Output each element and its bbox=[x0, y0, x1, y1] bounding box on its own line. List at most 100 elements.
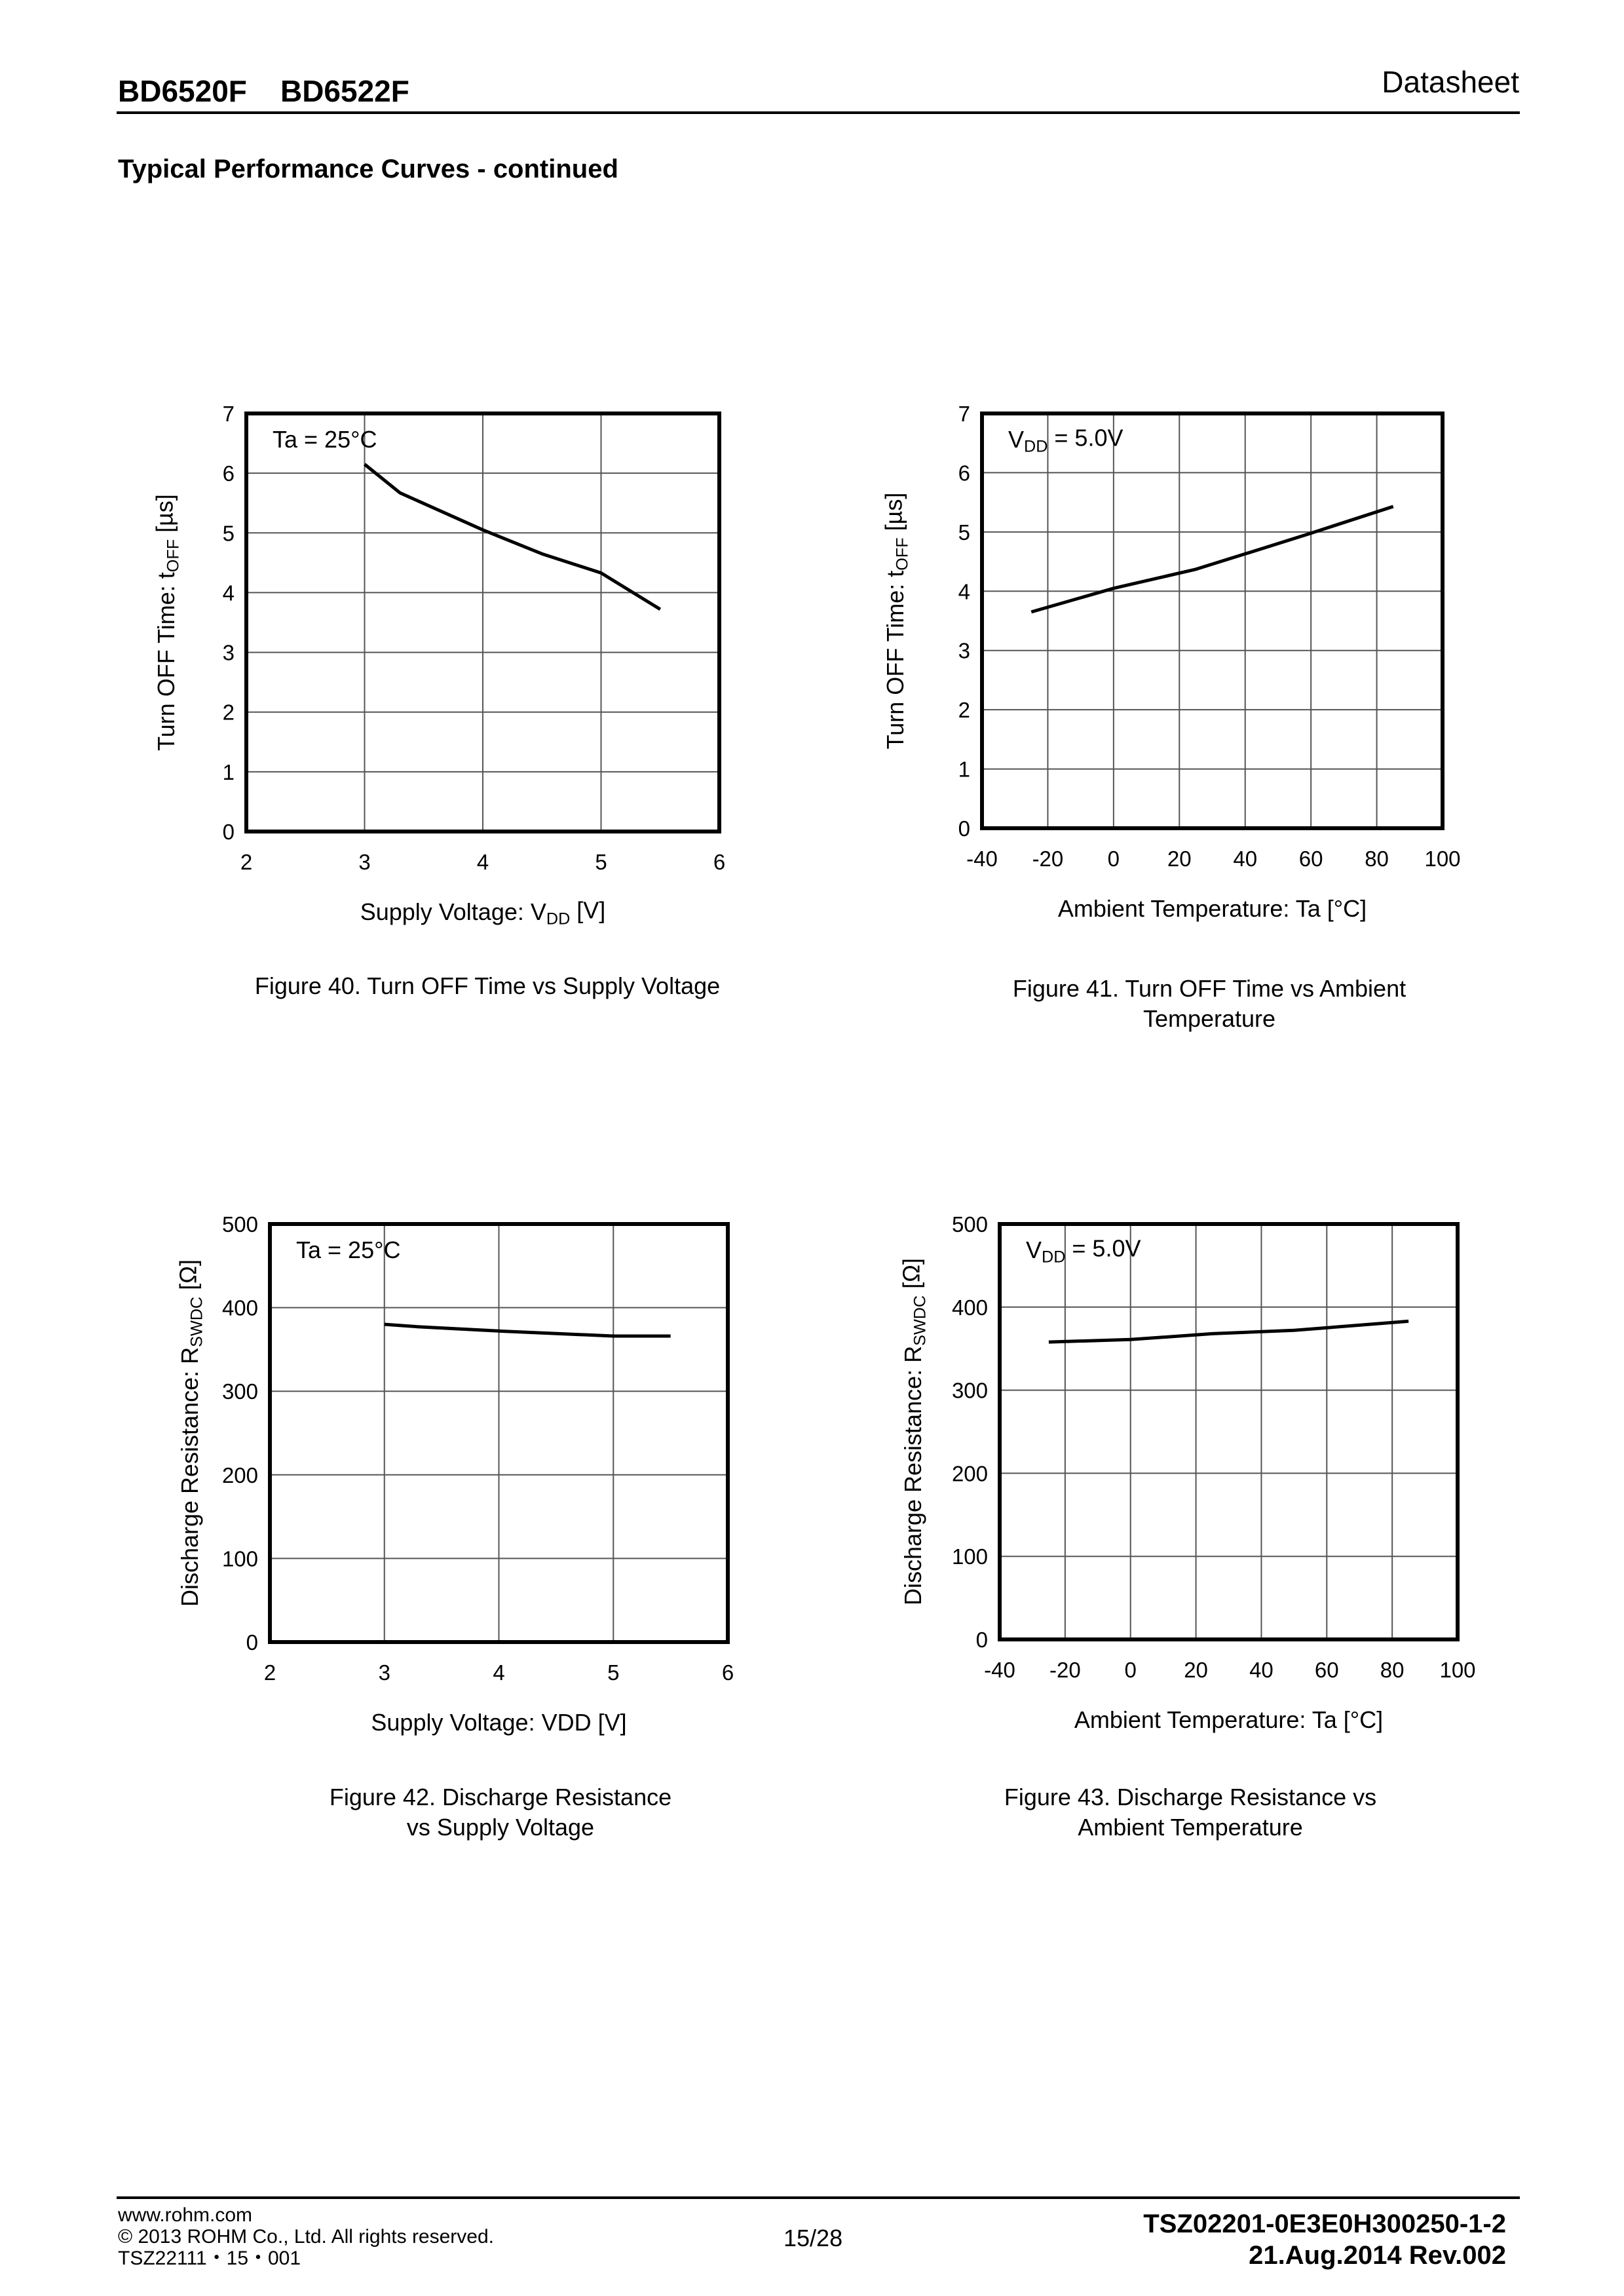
y-tick-label: 4 bbox=[958, 579, 970, 603]
y-tick-label: 3 bbox=[223, 641, 235, 665]
chart-figure-42: 2 3 4 5 6 0 100 200 300 400 500 Ta = 25°C Supply Vol… bbox=[174, 1212, 734, 1736]
x-tick-label: 4 bbox=[477, 850, 489, 874]
series-line bbox=[1030, 505, 1394, 614]
plot-frame bbox=[998, 1222, 1460, 1641]
y-tick-label: 4 bbox=[223, 581, 235, 605]
x-axis-title: Ambient Temperature: Ta [°C] bbox=[1058, 895, 1367, 922]
footer-copyright: © 2013 ROHM Co., Ltd. All rights reserve… bbox=[118, 2226, 494, 2248]
document-title: BD6520F BD6522F bbox=[118, 74, 409, 108]
caption-line: Figure 43. Discharge Resistance vs bbox=[1004, 1784, 1377, 1810]
x-tick-label: 100 bbox=[1439, 1658, 1475, 1682]
condition-annotation: VDD = 5.0V bbox=[1008, 424, 1124, 455]
figure-42-caption: Figure 42. Discharge Resistance vs Suppl… bbox=[238, 1782, 763, 1843]
footer-divider bbox=[117, 2196, 1520, 2199]
page-number: 15/28 bbox=[784, 2225, 843, 2251]
y-tick-label: 6 bbox=[223, 461, 235, 486]
y-tick-label: 2 bbox=[223, 700, 235, 725]
caption-line: Figure 42. Discharge Resistance bbox=[329, 1784, 672, 1810]
y-tick-label: 400 bbox=[952, 1295, 988, 1320]
x-tick-label: 100 bbox=[1424, 847, 1460, 871]
figure-40-caption: Figure 40. Turn OFF Time vs Supply Volta… bbox=[225, 971, 749, 1001]
header-divider bbox=[117, 111, 1520, 114]
y-tick-label: 7 bbox=[223, 402, 235, 426]
x-tick-label: 0 bbox=[1108, 847, 1120, 871]
x-axis-title: Supply Voltage: VDD [V] bbox=[360, 896, 606, 928]
date-revision: 21.Aug.2014 Rev.002 bbox=[1249, 2241, 1506, 2270]
y-tick-label: 200 bbox=[222, 1463, 258, 1487]
chart-figure-40: 2 3 4 5 6 0 1 2 3 4 5 6 7 Ta = 25°C Supply Voltage: VD… bbox=[151, 402, 725, 928]
x-tick-label: 80 bbox=[1365, 847, 1389, 871]
x-tick-label: 3 bbox=[379, 1660, 390, 1685]
y-axis-title: Turn OFF Time: tOFF [µs] bbox=[880, 493, 911, 750]
x-tick-label: -20 bbox=[1032, 847, 1064, 871]
plot-frame bbox=[268, 1222, 730, 1644]
footer-left: www.rohm.com © 2013 ROHM Co., Ltd. All r… bbox=[118, 2204, 494, 2269]
x-tick-label: 6 bbox=[722, 1660, 734, 1685]
y-tick-label: 300 bbox=[952, 1379, 988, 1403]
y-tick-label: 1 bbox=[958, 757, 970, 782]
y-axis-title: Discharge Resistance: RSWDC [Ω] bbox=[897, 1258, 929, 1605]
x-tick-label: -40 bbox=[984, 1658, 1015, 1682]
series-line bbox=[363, 463, 662, 611]
chart-figure-41: -40 -20 0 20 40 60 80 100 0 1 2 3 4 5 6 7 VDD = 5.0V Ambi… bbox=[880, 402, 1460, 922]
plot-frame bbox=[244, 411, 721, 833]
y-tick-label: 200 bbox=[952, 1461, 988, 1485]
x-tick-label: 20 bbox=[1184, 1658, 1208, 1682]
footer-code: TSZ22111・15・001 bbox=[118, 2248, 301, 2269]
x-tick-label: 2 bbox=[240, 850, 252, 874]
caption-line: Temperature bbox=[1142, 1005, 1276, 1032]
series-line bbox=[1048, 1319, 1409, 1344]
x-tick-label: 40 bbox=[1249, 1658, 1274, 1682]
x-tick-label: 2 bbox=[264, 1660, 276, 1685]
caption-line: Ambient Temperature bbox=[1078, 1814, 1303, 1841]
x-tick-label: -40 bbox=[966, 847, 998, 871]
footer-right: TSZ02201-0E3E0H300250-1-2 21.Aug.2014 Re… bbox=[1143, 2208, 1506, 2271]
x-tick-label: 6 bbox=[713, 850, 725, 874]
y-tick-label: 100 bbox=[222, 1546, 258, 1571]
y-tick-label: 500 bbox=[222, 1212, 258, 1236]
y-tick-label: 500 bbox=[952, 1212, 988, 1236]
y-tick-label: 0 bbox=[958, 816, 970, 841]
x-tick-label: 3 bbox=[358, 850, 370, 874]
series-line bbox=[384, 1322, 671, 1338]
y-tick-label: 6 bbox=[958, 461, 970, 485]
y-axis-title: Turn OFF Time: tOFF [µs] bbox=[151, 494, 182, 751]
caption-line: vs Supply Voltage bbox=[406, 1814, 595, 1841]
x-tick-label: 5 bbox=[595, 850, 607, 874]
y-axis-title: Discharge Resistance: RSWDC [Ω] bbox=[174, 1259, 206, 1607]
y-tick-label: 5 bbox=[958, 520, 970, 545]
y-tick-label: 7 bbox=[958, 402, 970, 426]
x-tick-label: 0 bbox=[1125, 1658, 1137, 1682]
y-tick-label: 400 bbox=[222, 1296, 258, 1320]
caption-line: Figure 41. Turn OFF Time vs Ambient bbox=[1012, 975, 1407, 1002]
x-axis-title: Ambient Temperature: Ta [°C] bbox=[1074, 1706, 1383, 1733]
figure-41-caption: Figure 41. Turn OFF Time vs Ambient Temp… bbox=[947, 974, 1471, 1034]
y-tick-label: 300 bbox=[222, 1379, 258, 1404]
y-tick-label: 1 bbox=[223, 760, 235, 784]
chart-figure-43: -40 -20 0 20 40 60 80 100 0 100 200 300 400 500 VDD = … bbox=[897, 1212, 1475, 1733]
y-tick-label: 0 bbox=[976, 1628, 988, 1652]
x-tick-label: -20 bbox=[1049, 1658, 1081, 1682]
footer-url[interactable]: www.rohm.com bbox=[118, 2204, 253, 2226]
doc-number: TSZ02201-0E3E0H300250-1-2 bbox=[1143, 2210, 1506, 2238]
x-tick-label: 20 bbox=[1167, 847, 1192, 871]
x-tick-label: 4 bbox=[493, 1660, 504, 1685]
condition-annotation: Ta = 25°C bbox=[296, 1236, 401, 1263]
x-tick-label: 40 bbox=[1233, 847, 1257, 871]
y-tick-label: 2 bbox=[958, 698, 970, 722]
condition-annotation: VDD = 5.0V bbox=[1026, 1234, 1141, 1266]
x-tick-label: 60 bbox=[1315, 1658, 1339, 1682]
y-tick-label: 3 bbox=[958, 639, 970, 663]
y-tick-label: 5 bbox=[223, 521, 235, 545]
x-tick-label: 80 bbox=[1380, 1658, 1405, 1682]
plot-frame bbox=[980, 411, 1445, 830]
caption-line: Figure 40. Turn OFF Time vs Supply Volta… bbox=[254, 972, 721, 999]
datasheet-label: Datasheet bbox=[1382, 65, 1519, 99]
y-tick-label: 0 bbox=[246, 1630, 258, 1655]
section-title: Typical Performance Curves - continued bbox=[118, 155, 618, 183]
figure-43-caption: Figure 43. Discharge Resistance vs Ambie… bbox=[928, 1782, 1452, 1843]
condition-annotation: Ta = 25°C bbox=[273, 426, 377, 453]
x-tick-label: 60 bbox=[1299, 847, 1323, 871]
x-tick-label: 5 bbox=[607, 1660, 619, 1685]
